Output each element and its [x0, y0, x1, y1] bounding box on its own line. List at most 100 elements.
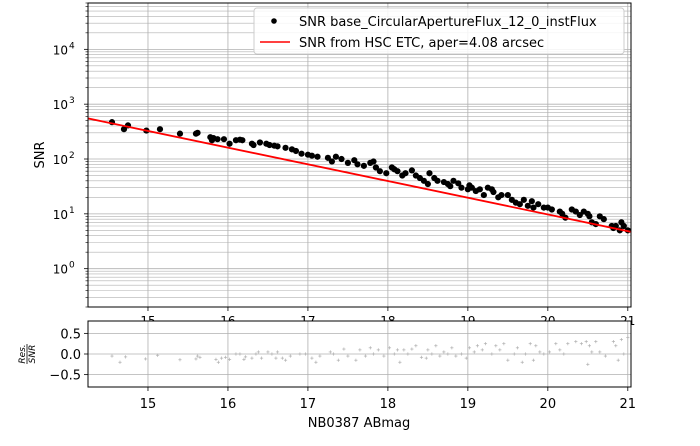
main-y-tick-label: 10 [53, 263, 68, 277]
data-point [572, 208, 579, 215]
data-point [528, 198, 535, 205]
residual-y-tick-label: −0.5 [49, 369, 81, 384]
residual-point [523, 352, 528, 356]
main-y-tick-exponent: 0 [69, 261, 75, 271]
residual-point [243, 355, 248, 359]
residual-point [584, 340, 588, 344]
residual-point [194, 357, 198, 361]
residual-point [464, 356, 468, 360]
data-point [426, 170, 433, 177]
residual-point [238, 352, 242, 356]
residual-point [542, 352, 546, 356]
residual-point [520, 360, 524, 364]
residual-point [512, 352, 516, 356]
residual-point [446, 352, 450, 356]
data-point [360, 162, 367, 169]
main-y-tick-exponent: 4 [69, 41, 75, 51]
residual-point [214, 357, 218, 361]
residual-point [472, 350, 476, 354]
residual-y-label-denominator: SNR [28, 345, 38, 364]
data-point [383, 170, 390, 177]
residual-point [382, 354, 386, 358]
residual-point [438, 354, 442, 358]
data-point [256, 139, 264, 146]
data-point [480, 191, 487, 199]
residual-point [354, 358, 358, 362]
legend-dot-icon [271, 18, 277, 24]
data-point [344, 159, 352, 166]
data-point [504, 191, 511, 199]
data-point [576, 211, 583, 219]
data-point [220, 136, 228, 143]
residual-point [270, 352, 274, 356]
main-y-tick-label: 10 [53, 43, 68, 57]
residual-point [234, 352, 238, 356]
residual-y-tick-label: 0.0 [60, 348, 81, 363]
residual-point [531, 358, 536, 362]
data-point [176, 130, 184, 137]
data-point [535, 201, 542, 208]
residual-point [331, 352, 336, 356]
residual-point [603, 354, 608, 358]
data-point [376, 168, 383, 175]
residual-grid [88, 321, 631, 387]
residual-point [434, 344, 438, 348]
data-point [498, 191, 505, 199]
residual-x-tick-label: 18 [380, 397, 397, 412]
residual-point [123, 355, 128, 359]
residual-point [579, 342, 584, 346]
residual-point [178, 358, 182, 362]
legend-box [253, 7, 625, 55]
main-y-tick-exponent: 2 [69, 151, 75, 161]
residual-point [328, 350, 332, 354]
residual-point [227, 357, 232, 361]
main-y-tick-exponent: 1 [69, 206, 75, 216]
data-point [282, 144, 289, 151]
etc-line [88, 117, 631, 233]
residual-point [498, 348, 502, 352]
residual-point [303, 352, 308, 356]
residual-point [419, 355, 424, 359]
residual-point [538, 350, 542, 354]
residual-point [314, 360, 318, 364]
main-y-axis-label: SNR [33, 141, 48, 168]
residual-point [562, 352, 566, 356]
residual-point [480, 348, 484, 352]
residual-point [275, 350, 280, 354]
data-point [447, 183, 454, 190]
residual-point [586, 362, 590, 366]
data-point [408, 167, 415, 174]
data-point [516, 201, 523, 208]
residual-point [318, 354, 322, 358]
residual-point [467, 346, 472, 350]
data-point [490, 188, 497, 196]
residual-point [619, 337, 624, 342]
residual-point [398, 360, 402, 364]
residual-point [143, 357, 148, 361]
etc-snr-line [88, 117, 631, 233]
data-point [402, 170, 409, 177]
residual-point [454, 354, 458, 358]
residual-point [622, 352, 626, 356]
residual-point [266, 350, 270, 354]
data-point [308, 152, 316, 159]
residual-point [342, 347, 346, 351]
residual-point [534, 344, 538, 348]
data-point [524, 202, 531, 209]
residual-point [611, 340, 616, 344]
residual-y-tick-label: 0.5 [60, 327, 81, 342]
residual-point [594, 340, 598, 344]
residual-point [254, 352, 258, 356]
residual-point [118, 360, 122, 364]
residual-point [616, 358, 620, 362]
residual-point [298, 352, 302, 356]
data-point [226, 140, 233, 147]
residual-point [283, 358, 288, 362]
residual-point [376, 348, 380, 352]
residual-point [358, 348, 362, 352]
residual-point [216, 360, 220, 364]
residual-point [198, 355, 202, 359]
main-y-tick-label: 10 [53, 208, 68, 222]
residual-point [371, 352, 376, 356]
